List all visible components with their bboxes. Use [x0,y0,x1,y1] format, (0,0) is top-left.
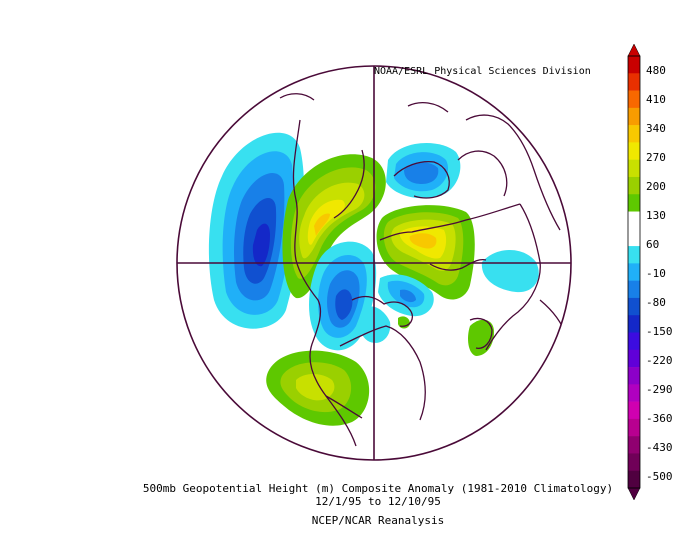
meridian-lines [177,66,571,460]
colorbar-label: 60 [646,238,660,251]
coastlines [279,93,567,447]
colorbar-cell [628,107,640,126]
positive-anomaly-eurasia [376,205,475,300]
negative-anomaly-north-america [309,241,434,351]
colorbar-cell [628,436,640,454]
colorbar-cell [628,125,640,143]
colorbar-cell [628,159,640,178]
colorbar-cell [628,90,640,109]
colorbar-cell [628,349,640,368]
colorbar-label: -80 [646,296,666,309]
colorbar-label: -500 [646,470,673,483]
colorbar-label: -220 [646,354,673,367]
colorbar [627,43,641,501]
colorbar-cell [628,470,640,489]
colorbar-cell [628,73,640,91]
credit-text: NOAA/ESRL Physical Sciences Division [374,66,591,77]
positive-anomaly-subtropical-pacific [266,350,370,426]
positive-anomaly-arctic [282,154,386,299]
colorbar-cell [628,384,640,402]
negative-anomaly-europe [481,250,539,293]
colorbar-cell [628,280,640,299]
colorbar-label: 270 [646,151,666,164]
colorbar-cell [628,211,640,230]
colorbar-cell [628,176,640,195]
colorbar-label: -360 [646,412,673,425]
colorbar-cell [628,418,640,437]
colorbar-cell [628,228,640,247]
colorbar-cell [628,194,640,212]
colorbar-cell [628,263,640,281]
colorbar-label: 480 [646,64,666,77]
anomaly-field [208,132,539,426]
globe-boundary [176,65,572,461]
colorbar-cell [628,297,640,316]
map-title-line2: 12/1/95 to 12/10/95 [315,495,441,508]
colorbar-cell [628,246,640,264]
colorbar-cell [628,453,640,472]
negative-anomaly-pacific [208,132,305,329]
colorbar-label: 200 [646,180,666,193]
colorbar-cell [628,315,640,333]
colorbar-label: 410 [646,93,666,106]
colorbar-cell [628,367,640,385]
map-title-line3: NCEP/NCAR Reanalysis [311,514,445,527]
colorbar-label: 130 [646,209,666,222]
map-title-line1: 500mb Geopotential Height (m) Composite … [142,482,614,495]
colorbar-label: 340 [646,122,666,135]
colorbar-cell [628,56,640,74]
colorbar-label: -430 [646,441,673,454]
colorbar-label: -290 [646,383,673,396]
colorbar-label: -150 [646,325,673,338]
negative-anomaly-siberia [386,142,461,199]
colorbar-cell [628,142,640,160]
colorbar-cell [628,401,640,420]
colorbar-cell [628,332,640,351]
colorbar-label: -10 [646,267,666,280]
